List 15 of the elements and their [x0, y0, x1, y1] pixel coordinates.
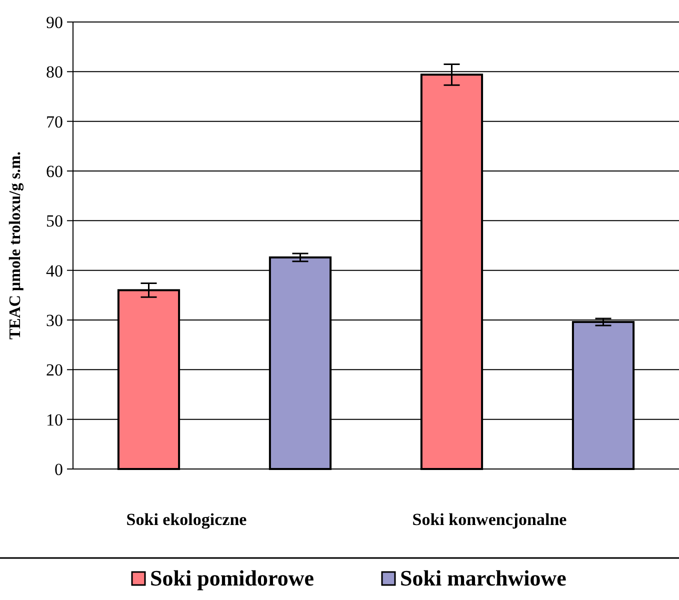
y-tick-label: 50	[46, 212, 63, 231]
y-tick-label: 0	[54, 460, 63, 479]
y-axis-title: TEAC µmole troloxu/g s.m.	[7, 151, 24, 340]
x-tick-label: Soki ekologiczne	[126, 510, 248, 529]
legend-label: Soki marchwiowe	[400, 566, 567, 591]
y-tick-label: 90	[46, 12, 63, 32]
y-tick-label: 40	[46, 261, 63, 280]
legend-label: Soki pomidorowe	[150, 566, 314, 591]
x-tick-label: Soki konwencjonalne	[412, 510, 568, 529]
y-tick-label: 60	[46, 162, 63, 181]
y-tick-label: 20	[46, 360, 63, 380]
y-tick-label: 10	[46, 410, 63, 430]
y-tick-label: 70	[46, 112, 63, 132]
y-tick-label: 80	[46, 62, 63, 82]
y-tick-label: 30	[46, 310, 63, 330]
